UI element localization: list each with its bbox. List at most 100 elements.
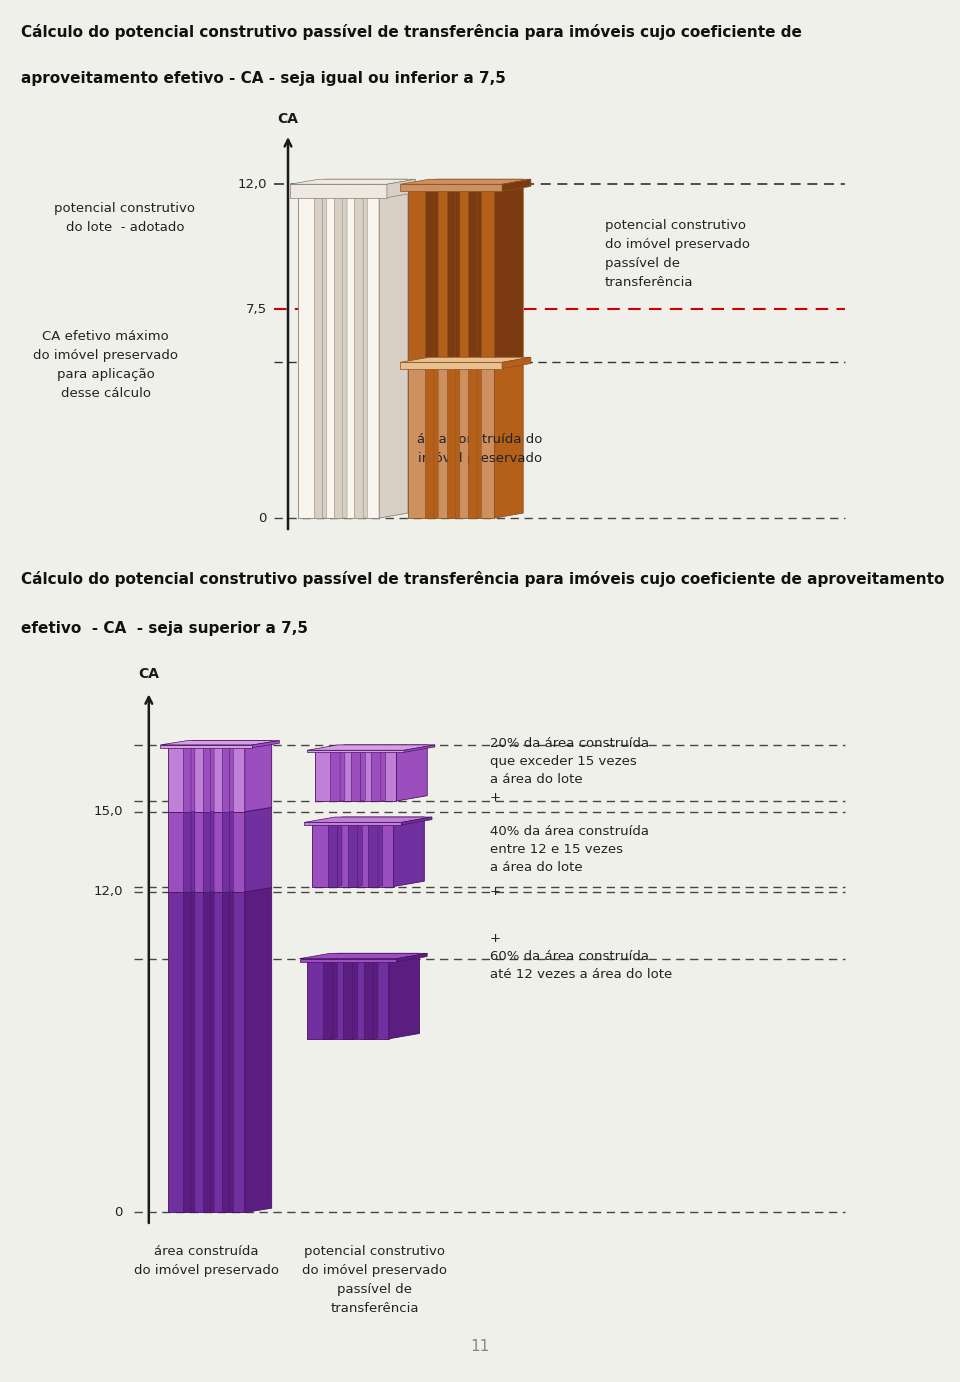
Polygon shape bbox=[387, 180, 416, 198]
Polygon shape bbox=[307, 750, 404, 752]
Polygon shape bbox=[394, 817, 424, 886]
Polygon shape bbox=[229, 811, 233, 891]
Polygon shape bbox=[379, 180, 408, 518]
Polygon shape bbox=[353, 958, 357, 1039]
Polygon shape bbox=[314, 184, 323, 518]
Text: 15,0: 15,0 bbox=[93, 806, 123, 818]
Polygon shape bbox=[337, 821, 342, 886]
Polygon shape bbox=[372, 750, 381, 802]
Polygon shape bbox=[494, 180, 523, 362]
Polygon shape bbox=[304, 822, 401, 825]
Polygon shape bbox=[373, 958, 378, 1039]
Text: 11: 11 bbox=[470, 1339, 490, 1353]
Polygon shape bbox=[312, 817, 424, 822]
Text: +: + bbox=[490, 871, 500, 898]
Text: potencial construtivo
do imóvel preservado
passível de
transferência: potencial construtivo do imóvel preserva… bbox=[301, 1245, 447, 1314]
Polygon shape bbox=[389, 954, 420, 1039]
Polygon shape bbox=[378, 821, 383, 886]
Polygon shape bbox=[408, 358, 523, 362]
Polygon shape bbox=[290, 184, 387, 198]
Polygon shape bbox=[351, 750, 361, 802]
Text: Cálculo do potencial construtivo passível de transferência para imóveis cujo coe: Cálculo do potencial construtivo passíve… bbox=[21, 23, 802, 40]
Polygon shape bbox=[168, 811, 245, 891]
Polygon shape bbox=[502, 358, 531, 369]
Polygon shape bbox=[334, 184, 343, 518]
Polygon shape bbox=[315, 750, 396, 802]
Polygon shape bbox=[348, 822, 357, 886]
Polygon shape bbox=[477, 184, 481, 362]
Polygon shape bbox=[404, 745, 435, 752]
Polygon shape bbox=[222, 891, 229, 1212]
Text: aproveitamento efetivo - CA - seja igual ou inferior a 7,5: aproveitamento efetivo - CA - seja igual… bbox=[21, 70, 506, 86]
Polygon shape bbox=[400, 184, 502, 191]
Text: CA efetivo máximo
do imóvel preservado
para aplicação
desse cálculo: CA efetivo máximo do imóvel preservado p… bbox=[33, 330, 179, 399]
Polygon shape bbox=[210, 811, 214, 891]
Polygon shape bbox=[300, 954, 427, 959]
Text: 7,5: 7,5 bbox=[246, 303, 267, 316]
Polygon shape bbox=[160, 741, 279, 745]
Polygon shape bbox=[343, 184, 347, 518]
Polygon shape bbox=[327, 822, 337, 886]
Polygon shape bbox=[364, 959, 373, 1039]
Polygon shape bbox=[290, 180, 416, 184]
Text: potencial construtivo
do imóvel preservado
passível de
transferência: potencial construtivo do imóvel preserva… bbox=[605, 218, 750, 289]
Text: 40% da área construída
entre 12 e 15 vezes
a área do lote: 40% da área construída entre 12 e 15 vez… bbox=[490, 825, 649, 873]
Polygon shape bbox=[315, 745, 427, 750]
Polygon shape bbox=[330, 750, 340, 802]
Polygon shape bbox=[468, 362, 477, 518]
Polygon shape bbox=[408, 184, 494, 362]
Text: CA: CA bbox=[138, 666, 159, 681]
Polygon shape bbox=[400, 358, 531, 362]
Polygon shape bbox=[183, 745, 191, 811]
Polygon shape bbox=[168, 891, 245, 1212]
Polygon shape bbox=[191, 811, 195, 891]
Polygon shape bbox=[434, 184, 438, 362]
Polygon shape bbox=[400, 180, 531, 184]
Polygon shape bbox=[369, 822, 378, 886]
Polygon shape bbox=[307, 959, 389, 1039]
Polygon shape bbox=[203, 811, 210, 891]
Text: 0: 0 bbox=[114, 1206, 123, 1219]
Polygon shape bbox=[298, 180, 408, 184]
Polygon shape bbox=[229, 745, 233, 811]
Polygon shape bbox=[210, 745, 214, 811]
Polygon shape bbox=[191, 891, 195, 1212]
Text: CA: CA bbox=[277, 112, 299, 126]
Polygon shape bbox=[408, 362, 494, 518]
Polygon shape bbox=[245, 887, 272, 1212]
Polygon shape bbox=[183, 811, 191, 891]
Polygon shape bbox=[307, 954, 420, 959]
Polygon shape bbox=[425, 362, 434, 518]
Polygon shape bbox=[304, 817, 432, 822]
Polygon shape bbox=[298, 184, 379, 518]
Text: área construída
do imóvel preservado: área construída do imóvel preservado bbox=[133, 1245, 279, 1277]
Polygon shape bbox=[446, 184, 455, 362]
Polygon shape bbox=[203, 891, 210, 1212]
Polygon shape bbox=[160, 745, 252, 748]
Text: área construída do
imóvel preservado: área construída do imóvel preservado bbox=[418, 433, 542, 464]
Polygon shape bbox=[222, 745, 229, 811]
Polygon shape bbox=[210, 891, 214, 1212]
Polygon shape bbox=[168, 745, 245, 811]
Polygon shape bbox=[245, 807, 272, 891]
Text: 12,0: 12,0 bbox=[237, 178, 267, 191]
Text: potencial construtivo
do lote  - adotado: potencial construtivo do lote - adotado bbox=[55, 202, 195, 234]
Polygon shape bbox=[203, 745, 210, 811]
Polygon shape bbox=[425, 184, 434, 362]
Polygon shape bbox=[340, 749, 345, 802]
Polygon shape bbox=[332, 958, 337, 1039]
Polygon shape bbox=[477, 362, 481, 518]
Polygon shape bbox=[323, 959, 332, 1039]
Polygon shape bbox=[357, 821, 362, 886]
Polygon shape bbox=[400, 362, 502, 369]
Polygon shape bbox=[494, 358, 523, 518]
Polygon shape bbox=[363, 184, 368, 518]
Text: efetivo  - CA  - seja superior a 7,5: efetivo - CA - seja superior a 7,5 bbox=[21, 622, 308, 637]
Polygon shape bbox=[312, 822, 394, 886]
Polygon shape bbox=[396, 954, 427, 962]
Polygon shape bbox=[307, 745, 435, 750]
Polygon shape bbox=[191, 745, 195, 811]
Polygon shape bbox=[354, 184, 363, 518]
Polygon shape bbox=[245, 741, 272, 811]
Polygon shape bbox=[361, 749, 365, 802]
